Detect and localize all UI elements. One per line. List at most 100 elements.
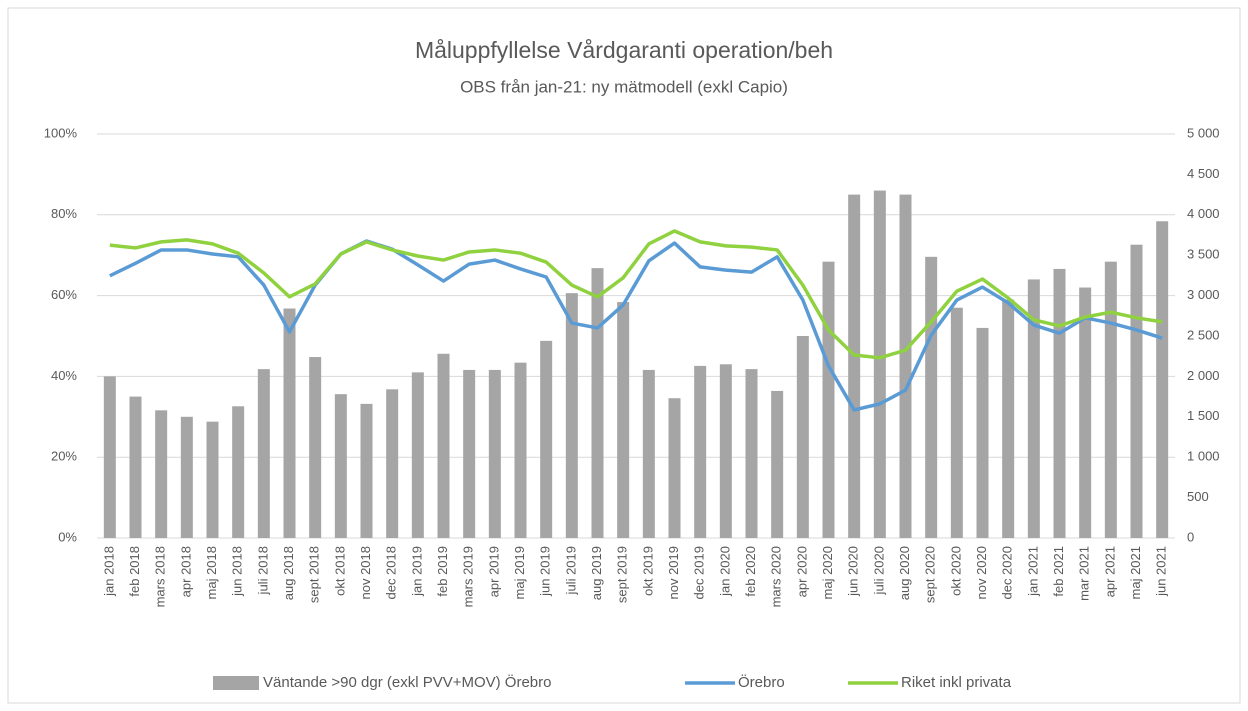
x-tick-label: okt 2020 — [948, 546, 963, 596]
x-tick-label: jun 2018 — [230, 546, 245, 597]
x-tick-label: aug 2020 — [897, 546, 912, 600]
x-tick-label: juli 2019 — [563, 546, 578, 595]
bar — [334, 394, 347, 538]
bar — [1002, 299, 1015, 538]
x-tick-label: jun 2020 — [846, 546, 861, 597]
y2-tick-label: 500 — [1187, 489, 1209, 504]
x-tick-label: jun 2019 — [538, 546, 553, 597]
bar — [129, 396, 142, 538]
x-tick-label: jun 2021 — [1154, 546, 1169, 597]
y2-tick-label: 2 500 — [1187, 327, 1220, 342]
y-tick-label: 60% — [51, 287, 77, 302]
bar — [206, 421, 219, 538]
y2-tick-label: 3 500 — [1187, 247, 1220, 262]
bar — [745, 369, 758, 538]
bar — [925, 256, 938, 538]
x-tick-label: feb 2019 — [435, 546, 450, 597]
x-tick-label: feb 2021 — [1051, 546, 1066, 597]
x-tick-label: aug 2019 — [589, 546, 604, 600]
y2-tick-label: 1 500 — [1187, 408, 1220, 423]
y2-tick-label: 4 000 — [1187, 206, 1220, 221]
bar — [950, 307, 963, 538]
x-tick-label: feb 2018 — [127, 546, 142, 597]
x-tick-label: maj 2020 — [820, 546, 835, 599]
y2-tick-label: 4 500 — [1187, 166, 1220, 181]
x-tick-label: apr 2020 — [794, 546, 809, 597]
bar — [1156, 221, 1169, 538]
y2-tick-label: 5 000 — [1187, 125, 1220, 140]
y2-tick-label: 0 — [1187, 529, 1194, 544]
bar — [848, 194, 861, 538]
y-tick-label: 100% — [44, 125, 78, 140]
bar — [642, 369, 655, 538]
x-tick-label: mar 2021 — [1077, 546, 1092, 601]
y-tick-label: 80% — [51, 206, 77, 221]
x-tick-label: apr 2018 — [178, 546, 193, 597]
bar — [283, 308, 296, 538]
x-tick-label: juli 2020 — [871, 546, 886, 595]
x-tick-label: apr 2019 — [486, 546, 501, 597]
x-tick-label: dec 2019 — [692, 546, 707, 600]
y-tick-label: 40% — [51, 368, 77, 383]
bar — [180, 416, 193, 538]
x-tick-label: nov 2019 — [666, 546, 681, 600]
bar — [360, 403, 373, 538]
chart-subtitle: OBS från jan-21: ny mätmodell (exkl Capi… — [460, 77, 788, 96]
x-tick-label: feb 2020 — [743, 546, 758, 597]
line — [109, 239, 1163, 412]
chart-title: Måluppfyllelse Vårdgaranti operation/beh — [415, 37, 833, 63]
bar — [411, 372, 424, 538]
bar — [1104, 261, 1117, 538]
bar — [386, 389, 399, 538]
line — [109, 229, 1163, 360]
x-tick-label: nov 2018 — [358, 546, 373, 600]
x-tick-label: apr 2021 — [1102, 546, 1117, 597]
bar — [1079, 287, 1092, 538]
bar — [232, 406, 245, 538]
y2-tick-label: 1 000 — [1187, 449, 1220, 464]
bar — [668, 398, 681, 538]
bar — [591, 268, 604, 538]
bar — [771, 390, 784, 538]
x-tick-label: sept 2018 — [307, 546, 322, 603]
bar — [463, 369, 476, 538]
x-tick-label: dec 2020 — [1000, 546, 1015, 600]
bar — [1027, 279, 1040, 538]
x-tick-label: mars 2018 — [153, 546, 168, 607]
legend-label: Riket inkl privata — [901, 674, 1012, 691]
bar — [822, 261, 835, 538]
x-tick-label: jan 2019 — [409, 546, 424, 597]
bar — [437, 353, 450, 538]
bar — [540, 340, 553, 538]
bar — [976, 327, 989, 538]
x-tick-label: maj 2021 — [1128, 546, 1143, 599]
y2-tick-label: 3 000 — [1187, 287, 1220, 302]
bar — [565, 293, 578, 538]
x-tick-label: aug 2018 — [281, 546, 296, 600]
x-tick-label: mars 2019 — [461, 546, 476, 607]
legend-swatch — [213, 676, 259, 690]
bar — [1053, 268, 1066, 538]
bar — [514, 362, 527, 538]
bar — [103, 376, 116, 538]
x-tick-label: jan 2020 — [717, 546, 732, 597]
x-tick-label: okt 2019 — [640, 546, 655, 596]
x-tick-label: jan 2021 — [1025, 546, 1040, 597]
x-tick-label: dec 2018 — [384, 546, 399, 600]
x-tick-label: jan 2018 — [101, 546, 116, 597]
x-tick-label: maj 2019 — [512, 546, 527, 599]
bar — [899, 194, 912, 538]
x-tick-label: sept 2019 — [615, 546, 630, 603]
bar — [155, 410, 168, 538]
x-tick-label: okt 2018 — [332, 546, 347, 596]
bar — [617, 302, 630, 538]
x-tick-label: sept 2020 — [923, 546, 938, 603]
bar — [257, 369, 270, 538]
bar — [873, 190, 886, 538]
bar — [309, 357, 322, 538]
y2-tick-label: 2 000 — [1187, 368, 1220, 383]
bar — [796, 336, 809, 538]
x-tick-label: juli 2018 — [255, 546, 270, 595]
y-tick-label: 20% — [51, 449, 77, 464]
